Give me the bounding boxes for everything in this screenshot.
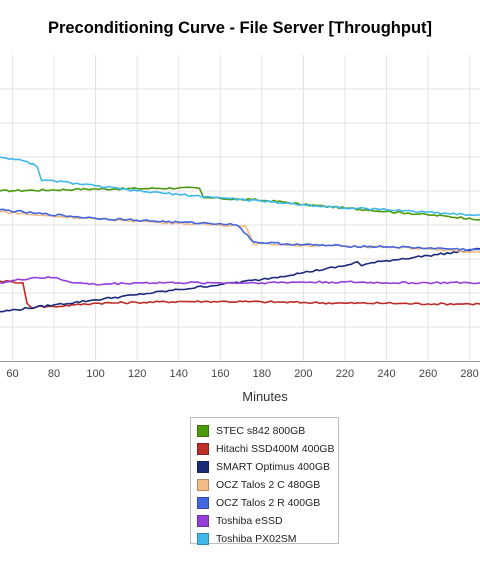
legend-swatch [197,461,209,473]
legend-label: Toshiba PX02SM [216,533,297,545]
legend-item: OCZ Talos 2 C 480GB [197,476,338,494]
x-tick-label: 100 [86,368,104,380]
legend-label: STEC s842 800GB [216,425,306,437]
legend-item: OCZ Talos 2 R 400GB [197,494,338,512]
legend-item: SMART Optimus 400GB [197,458,338,476]
x-tick-label: 160 [211,368,229,380]
legend-swatch [197,497,209,509]
legend-swatch [197,443,209,455]
legend-item: Toshiba eSSD [197,512,338,530]
series-line-4 [0,208,480,251]
x-tick-labels: 60 80 100 120 140 160 180 200 220 240 260 280 [6,368,478,380]
legend-swatch [197,479,209,491]
legend: STEC s842 800GB Hitachi SSD400M 400GB SMAR… [190,417,339,545]
series-lines [0,156,480,313]
x-tick-label: 120 [128,368,146,380]
x-tick-label: 180 [253,368,271,380]
x-tick-label: 80 [48,368,60,380]
series-line-6 [0,156,480,217]
legend-item: STEC s842 800GB [197,422,338,440]
legend-item: Toshiba PX02SM [197,530,338,548]
x-tick-label: 200 [294,368,312,380]
legend-label: SMART Optimus 400GB [216,461,330,473]
series-line-0 [0,186,480,221]
gridlines [0,55,480,361]
x-tick-label: 220 [336,368,354,380]
legend-label: Hitachi SSD400M 400GB [216,443,335,455]
chart-title: Preconditioning Curve - File Server [Thr… [47,19,433,37]
series-line-5 [0,275,480,286]
x-tick-label: 280 [460,368,478,380]
legend-label: Toshiba eSSD [216,515,283,527]
legend-swatch [197,425,209,437]
x-tick-label: 260 [419,368,437,380]
x-tick-label: 60 [6,368,18,380]
legend-label: OCZ Talos 2 R 400GB [216,497,321,509]
x-axis-title: Minutes [242,389,288,404]
legend-swatch [197,533,209,545]
legend-swatch [197,515,209,527]
x-tick-label: 240 [377,368,395,380]
series-line-1 [0,280,480,310]
legend-item: Hitachi SSD400M 400GB [197,440,338,458]
x-tick-label: 140 [170,368,188,380]
series-line-2 [0,247,480,313]
legend-label: OCZ Talos 2 C 480GB [216,479,321,491]
